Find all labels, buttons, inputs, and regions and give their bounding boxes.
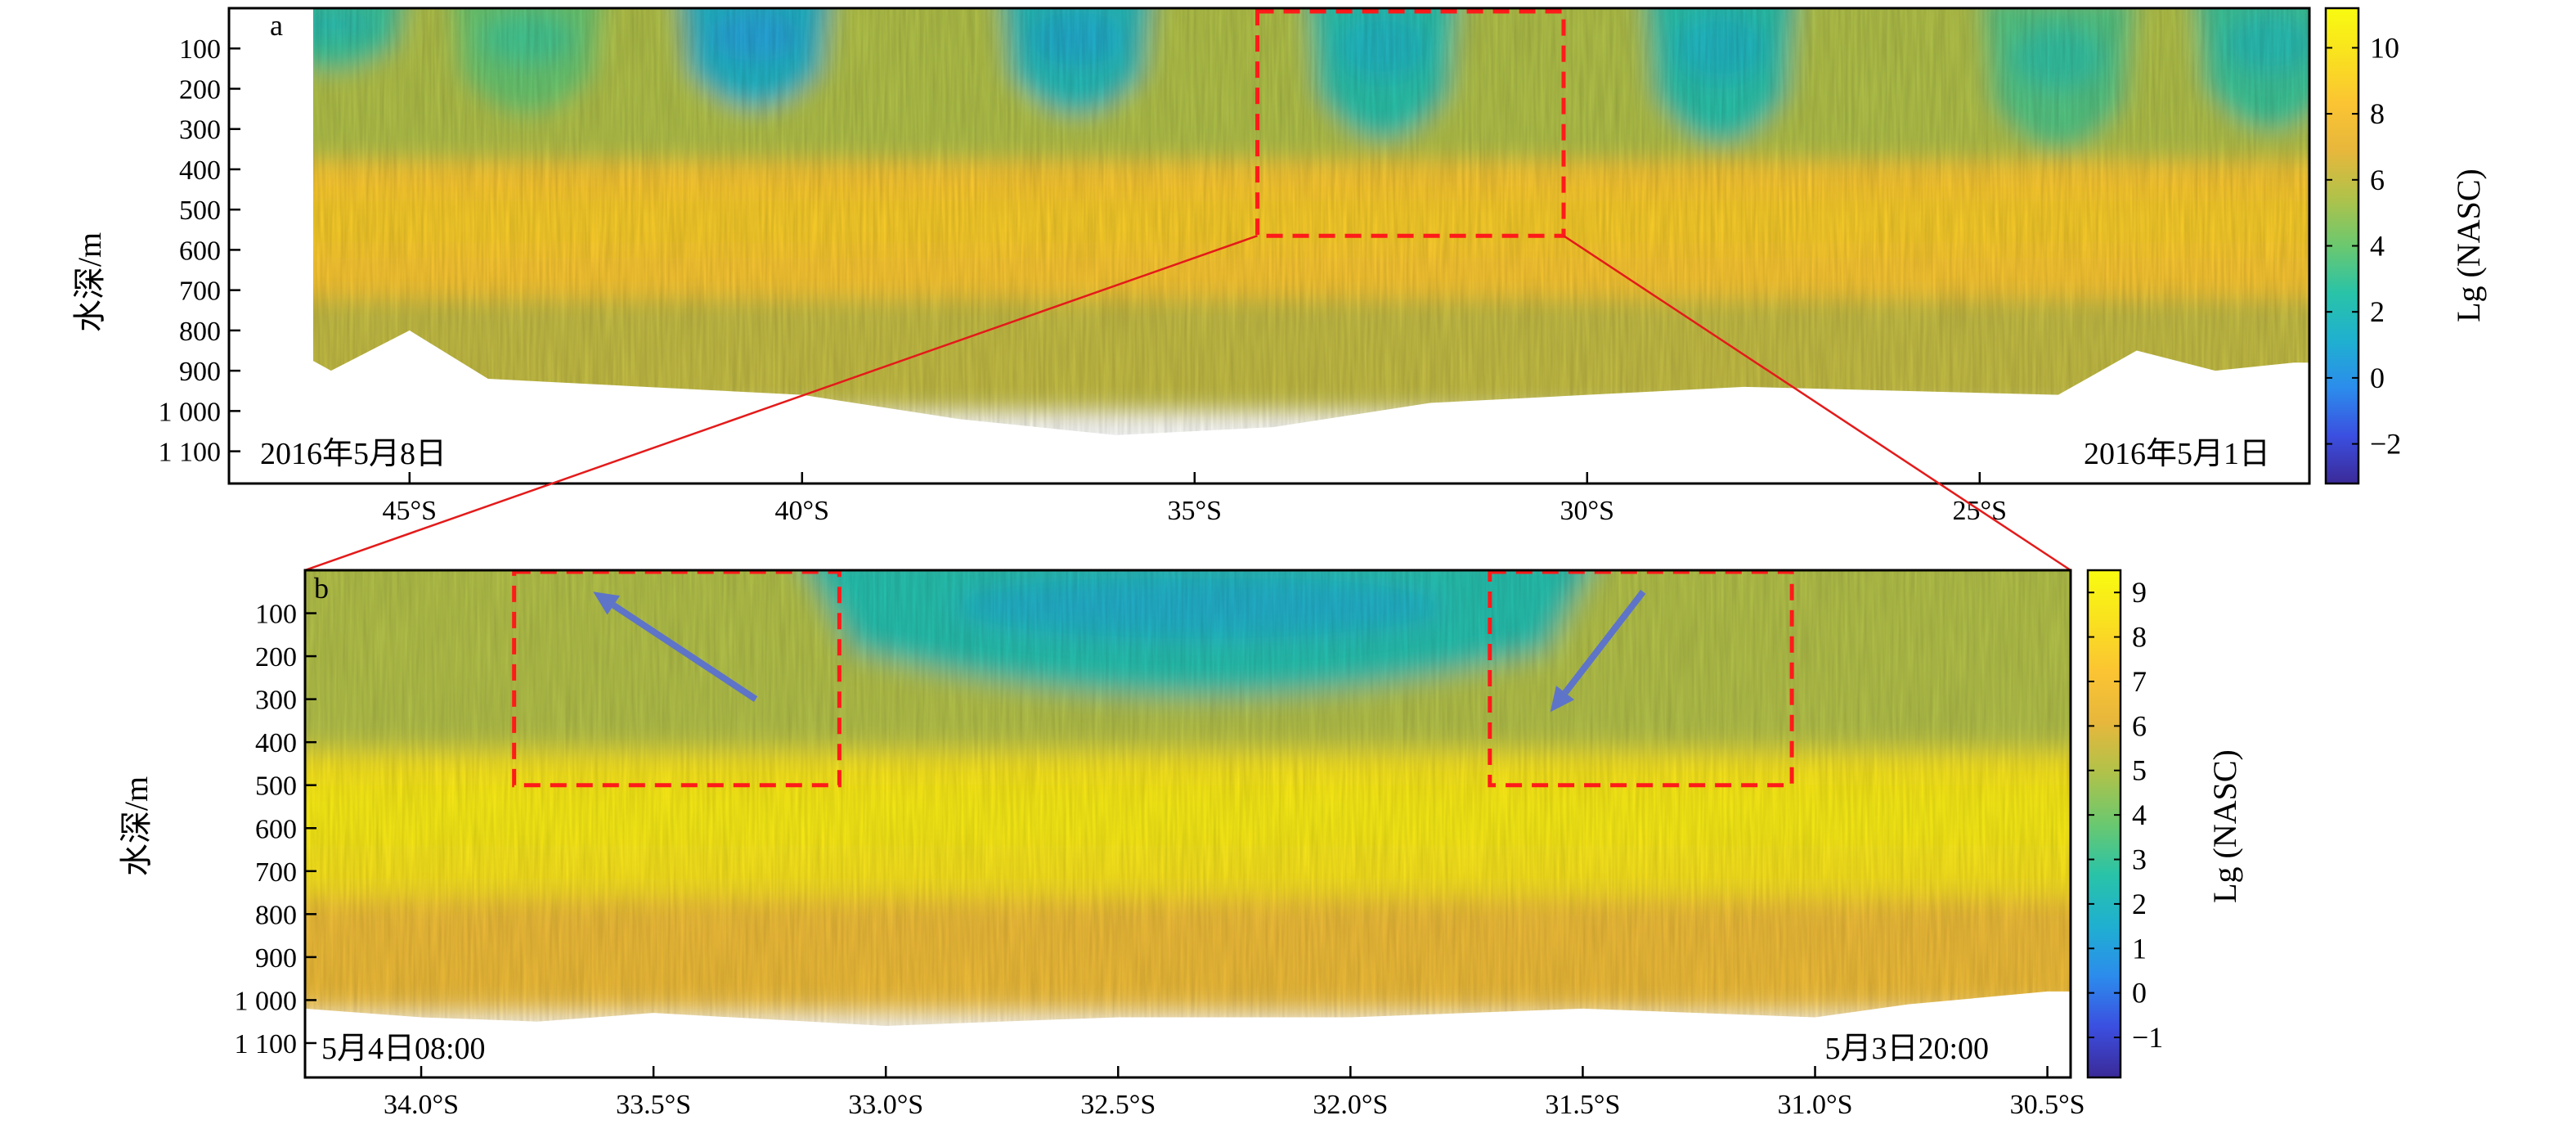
panel-b-y-label: 水深/m (118, 776, 155, 876)
x-tick-label: 32.0°S (1313, 1090, 1388, 1120)
colorbar-tick-label: −2 (2370, 428, 2401, 461)
y-tick-label: 300 (255, 686, 297, 716)
panel-b-frame (303, 569, 2072, 1079)
y-tick-label: 100 (179, 34, 221, 65)
annotation-box (1488, 570, 1794, 788)
y-tick-label: 800 (179, 317, 221, 347)
panel-a-colorbar-label: Lg (NASC) (2450, 169, 2487, 322)
y-tick-label: 600 (255, 814, 297, 844)
x-tick-label: 31.5°S (1545, 1090, 1620, 1120)
colorbar-gradient (2086, 569, 2122, 1079)
migration-arrow-shaft (612, 602, 758, 702)
migration-arrow-head (593, 591, 621, 615)
y-tick-label: 200 (179, 74, 221, 105)
panel-a-zoom-box (1255, 9, 1566, 238)
y-tick-label: 1 000 (159, 397, 222, 427)
panel-a-colorbar: 10 8 6 4 2 0 −2 (2324, 7, 2401, 485)
x-tick-label: 30.5°S (2010, 1090, 2085, 1120)
panel-b-label: b (314, 572, 329, 605)
panel-b-annotation-boxes (512, 570, 1794, 788)
x-tick-label: 30°S (1560, 496, 1615, 526)
y-tick-label: 1 000 (235, 986, 298, 1016)
y-tick-label: 700 (179, 277, 221, 307)
x-tick-label: 32.5°S (1080, 1090, 1156, 1120)
colorbar-tick-label: 3 (2132, 843, 2147, 876)
colorbar-tick-label: 1 (2132, 932, 2147, 965)
x-tick-label: 40°S (775, 496, 830, 526)
colorbar-tick-label: 4 (2132, 798, 2147, 831)
panel-a-y-axis: 100 200 300 400 500 600 700 800 900 1 000 1 100 (159, 34, 240, 468)
migration-arrow-head (1550, 686, 1575, 713)
panel-b-y-axis: 100 200 300 400 500 600 700 800 900 1 000 1 100 (235, 600, 316, 1059)
x-tick-label: 31.0°S (1778, 1090, 1853, 1120)
panel-a-date-left: 2016年5月8日 (260, 437, 447, 471)
panel-b-x-axis: 34.0°S 33.5°S 33.0°S 32.5°S 32.0°S 31.5°S 31.0… (384, 1066, 2085, 1120)
colorbar-tick-label: 0 (2370, 362, 2385, 394)
colorbar-tick-label: 0 (2132, 977, 2147, 1010)
panel-b-date-left: 5月4日08:00 (321, 1032, 486, 1066)
annotation-box (512, 570, 841, 788)
y-tick-label: 400 (255, 728, 297, 758)
x-tick-label: 35°S (1168, 496, 1223, 526)
colorbar-tick-label: 8 (2132, 621, 2147, 654)
y-tick-label: 300 (179, 115, 221, 146)
panel-b-colorbar-label: Lg (NASC) (2206, 749, 2243, 903)
panel-a-no-data-region (313, 330, 2309, 484)
migration-arrow-shaft (1562, 589, 1646, 695)
panel-b-arrows (593, 589, 1646, 713)
colorbar-tick-label: 6 (2370, 164, 2385, 196)
panel-a-frame (227, 7, 2311, 485)
y-tick-label: 900 (179, 357, 221, 387)
zoom-connector-right (1563, 235, 2071, 572)
y-tick-label: 800 (255, 900, 297, 930)
panel-a-left-blank (229, 8, 313, 484)
y-tick-label: 700 (255, 857, 297, 888)
colorbar-tick-label: 6 (2132, 709, 2147, 742)
panel-a-x-axis: 45°S40°S35°S30°S25°S (383, 472, 2007, 526)
y-tick-label: 500 (179, 196, 221, 226)
zoom-connector-left (304, 235, 1259, 572)
panel-a-date-right: 2016年5月1日 (2084, 437, 2270, 471)
colorbar-tick-label: 7 (2132, 665, 2147, 698)
y-tick-label: 1 100 (235, 1029, 298, 1059)
colorbar-tick-label: −1 (2132, 1021, 2163, 1054)
panel-b-texture (305, 570, 2071, 1077)
panel-b-date-right: 5月3日20:00 (1824, 1032, 1989, 1066)
x-tick-label: 33.5°S (616, 1090, 691, 1120)
y-tick-label: 400 (179, 155, 221, 186)
colorbar-tick-label: 8 (2370, 97, 2385, 130)
panel-a-y-label: 水深/m (71, 232, 108, 332)
x-tick-label: 45°S (383, 496, 438, 526)
panel-b-no-data-region (305, 991, 2071, 1077)
y-tick-label: 600 (179, 236, 221, 266)
y-tick-label: 500 (255, 771, 297, 802)
colorbar-tick-label: 5 (2132, 754, 2147, 787)
y-tick-label: 900 (255, 943, 297, 974)
colorbar-tick-label: 4 (2370, 230, 2385, 263)
colorbar-tick-label: 10 (2370, 31, 2399, 64)
colorbar-tick-label: 2 (2370, 295, 2385, 328)
x-tick-label: 34.0°S (384, 1090, 459, 1120)
panel-a-label: a (270, 9, 283, 42)
y-tick-label: 200 (255, 642, 297, 672)
colorbar-tick-label: 9 (2132, 576, 2147, 609)
y-tick-label: 100 (255, 600, 297, 630)
y-tick-label: 1 100 (159, 438, 222, 468)
panel-b-colorbar: 9 8 7 6 5 4 3 2 1 0 −1 (2086, 569, 2163, 1079)
colorbar-tick-label: 2 (2132, 888, 2147, 920)
x-tick-label: 33.0°S (848, 1090, 923, 1120)
